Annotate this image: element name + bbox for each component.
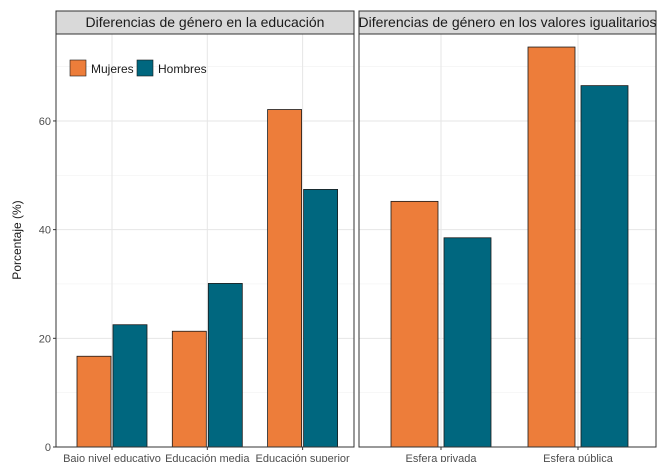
panels: Diferencias de género en la educación Baj… xyxy=(39,10,657,462)
x-tick-label: Esfera pública xyxy=(543,453,614,462)
legend-key-mujeres xyxy=(69,59,87,77)
x-tick-label: Esfera privada xyxy=(406,453,478,462)
legend-key-hombres xyxy=(136,59,154,77)
panel-1: Diferencias de género en la educación Baj… xyxy=(55,10,355,462)
y-tick-label: 0 xyxy=(45,442,51,454)
legend-label-hombres: Hombres xyxy=(158,62,207,76)
panel-border xyxy=(358,33,657,448)
bar-hombres xyxy=(207,283,243,448)
panel-title: Diferencias de género en la educación xyxy=(86,14,325,30)
bar-mujeres xyxy=(390,200,439,448)
x-tick-label: Educación superior xyxy=(256,453,351,462)
panel-2: Diferencias de género en los valores igu… xyxy=(358,10,657,462)
y-axis-title: Porcentaje (%) xyxy=(10,200,24,279)
panel-title: Diferencias de género en los valores igu… xyxy=(358,14,656,30)
y-tick-label: 40 xyxy=(39,225,51,237)
legend-label-mujeres: Mujeres xyxy=(91,62,134,76)
x-tick-label: Bajo nivel educativo xyxy=(63,453,161,462)
bar-mujeres xyxy=(76,355,112,448)
y-tick-label: 20 xyxy=(39,333,51,345)
bar-hombres xyxy=(303,189,339,448)
bar-mujeres xyxy=(171,330,207,448)
bar-mujeres xyxy=(267,109,303,448)
bar-hombres xyxy=(112,324,148,448)
bar-hombres xyxy=(580,85,629,448)
panel-border xyxy=(55,33,355,448)
bar-mujeres xyxy=(527,46,576,448)
legend: Mujeres Hombres xyxy=(69,59,207,77)
y-tick-label: 60 xyxy=(39,116,51,128)
bar-hombres xyxy=(443,237,492,448)
x-tick-label: Educación media xyxy=(165,453,250,462)
